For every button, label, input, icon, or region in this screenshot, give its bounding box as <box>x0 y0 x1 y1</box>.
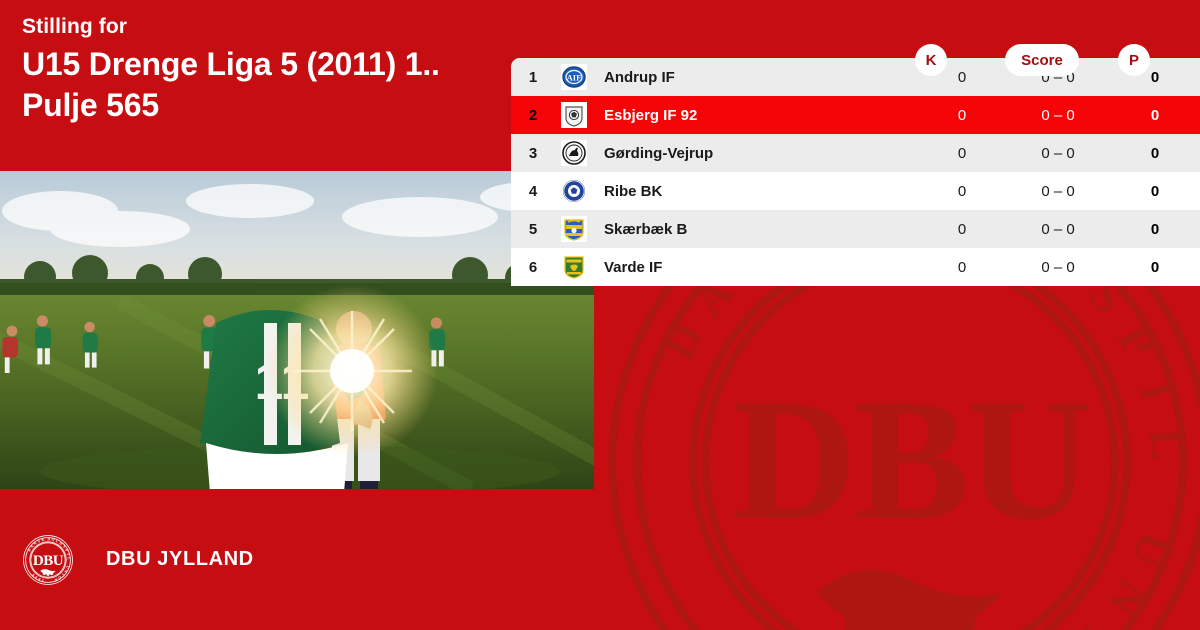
svg-text:S: S <box>62 544 66 548</box>
header-kicker: Stilling for <box>22 15 128 38</box>
row-matches-played: 0 <box>957 106 967 124</box>
row-points: 0 <box>1150 144 1160 162</box>
row-team-name: Skærbæk B <box>604 220 688 238</box>
page-title: U15 Drenge Liga 5 (2011) 1.. Pulje 565 <box>22 44 502 126</box>
svg-text:U: U <box>65 565 70 569</box>
row-goal-score: 0 – 0 <box>1041 220 1075 238</box>
row-goal-score: 0 – 0 <box>1041 258 1075 276</box>
hero-photo: 11 <box>0 171 594 489</box>
svg-text:O: O <box>51 537 55 542</box>
table-row[interactable]: 5 Skærbæk B 0 0 – 0 0 <box>511 210 1200 248</box>
row-position: 1 <box>528 68 538 86</box>
varde-if-logo-icon <box>555 254 593 280</box>
esbjerg-if-92-logo-icon <box>555 102 593 128</box>
table-row[interactable]: 1 AIF Andrup IF 0 0 – 0 0 <box>511 58 1200 96</box>
row-team-name: Varde IF <box>604 258 663 276</box>
skaerbaek-b-logo-icon <box>555 216 593 242</box>
row-position: 3 <box>528 144 538 162</box>
svg-text:9: 9 <box>31 572 35 576</box>
svg-text:8: 8 <box>38 576 41 580</box>
svg-text:D: D <box>27 547 32 552</box>
column-header-score: Score <box>1005 44 1079 76</box>
row-team-name: Esbjerg IF 92 <box>604 106 698 124</box>
ribe-bk-logo-icon <box>555 178 593 204</box>
row-points: 0 <box>1150 182 1160 200</box>
svg-text:D: D <box>58 541 63 546</box>
footer-brand-label: DBU JYLLAND <box>106 548 254 570</box>
svg-text:B: B <box>47 537 50 541</box>
row-matches-played: 0 <box>957 220 967 238</box>
svg-text:L: L <box>55 538 59 543</box>
row-team-name: Andrup IF <box>604 68 675 86</box>
svg-text:L: L <box>1139 427 1192 461</box>
svg-text:A: A <box>30 544 35 549</box>
row-goal-score: 0 – 0 <box>1041 144 1075 162</box>
page-title-line1: U15 Drenge Liga 5 (2011) 1.. <box>22 46 440 82</box>
dbu-crest-icon: D A N S K B O L D S P I L U N I O <box>22 533 74 586</box>
svg-text:K: K <box>41 537 45 542</box>
poster-footer: D A N S K B O L D S P I L U N I O <box>0 489 1200 630</box>
svg-text:P: P <box>1107 317 1165 366</box>
table-row[interactable]: 2 Esbjerg IF 92 0 0 – 0 0 <box>511 96 1200 134</box>
standings-table[interactable]: 1 AIF Andrup IF 0 0 – 0 0 2 <box>511 58 1200 286</box>
row-matches-played: 0 <box>957 258 967 276</box>
column-header-k: K <box>915 44 947 76</box>
row-goal-score: 0 – 0 <box>1041 106 1075 124</box>
andrup-if-logo-icon: AIF <box>555 64 593 90</box>
row-team-name: Ribe BK <box>604 182 663 200</box>
svg-text:L: L <box>67 557 71 560</box>
svg-text:O: O <box>57 574 62 579</box>
table-row[interactable]: 3 Gørding-Vejrup 0 0 – 0 0 <box>511 134 1200 172</box>
svg-text:P: P <box>64 548 69 553</box>
row-points: 0 <box>1150 68 1160 86</box>
svg-text:S: S <box>37 539 41 544</box>
svg-text:N: N <box>54 576 58 581</box>
svg-text:8: 8 <box>34 574 38 578</box>
poster-header: Stilling for U15 Drenge Liga 5 (2011) 1.… <box>22 14 502 126</box>
svg-text:I: I <box>61 572 65 576</box>
page-title-line2: Pulje 565 <box>22 87 159 123</box>
table-row[interactable]: 4 Ribe BK 0 0 – 0 0 <box>511 172 1200 210</box>
row-matches-played: 0 <box>957 68 967 86</box>
row-points: 0 <box>1150 220 1160 238</box>
row-position: 4 <box>528 182 538 200</box>
goerding-vejrup-logo-icon <box>555 140 593 166</box>
svg-text:AIF: AIF <box>567 73 582 83</box>
column-header-p: P <box>1118 44 1150 76</box>
row-position: 5 <box>528 220 538 238</box>
row-points: 0 <box>1150 106 1160 124</box>
row-matches-played: 0 <box>957 144 967 162</box>
svg-text:I: I <box>66 552 70 555</box>
svg-text:D: D <box>653 315 714 369</box>
row-position: 2 <box>528 106 538 124</box>
row-matches-played: 0 <box>957 182 967 200</box>
row-position: 6 <box>528 258 538 276</box>
row-goal-score: 0 – 0 <box>1041 182 1075 200</box>
svg-text:N: N <box>63 568 68 573</box>
row-team-name: Gørding-Vejrup <box>604 144 714 162</box>
svg-text:DBU: DBU <box>33 553 64 569</box>
svg-text:N: N <box>33 541 38 546</box>
table-row[interactable]: 6 Varde IF 0 0 – 0 0 <box>511 248 1200 286</box>
svg-text:I: I <box>1129 376 1183 407</box>
row-points: 0 <box>1150 258 1160 276</box>
svg-text:1: 1 <box>42 577 45 581</box>
